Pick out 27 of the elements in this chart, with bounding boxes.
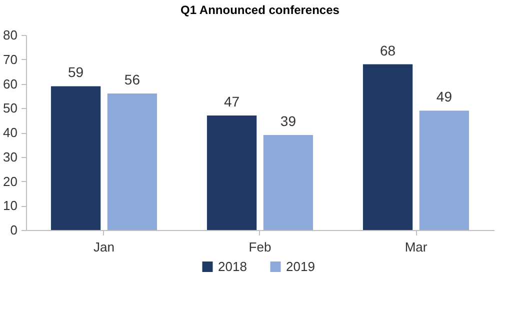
y-tick-label: 60 [3,76,18,92]
y-tick-label: 70 [3,52,18,67]
y-tick-label: 40 [3,125,18,140]
y-tick-label: 30 [3,149,18,164]
data-label: 39 [280,112,296,129]
bar [50,86,101,230]
data-label: 49 [436,88,452,105]
bar [263,134,314,230]
bar [206,115,257,230]
x-tick-label: Mar [404,240,428,254]
x-tick-label: Feb [248,240,272,254]
y-tick-label: 10 [3,198,18,214]
chart-title: Q1 Announced conferences [180,3,340,17]
y-tick-label: 80 [3,28,18,42]
y-tick-label: 0 [10,222,18,238]
y-tick-label: 50 [3,100,18,116]
legend-label: 2019 [286,258,315,274]
data-label: 56 [124,72,140,88]
legend-label: 2018 [218,258,247,274]
bar [107,94,158,230]
data-label: 47 [224,93,240,110]
data-label: 68 [380,42,396,58]
bar [419,110,470,230]
x-tick-label: Jan [94,240,114,254]
data-label: 59 [68,64,84,80]
bar [362,64,413,230]
y-tick-label: 20 [3,174,18,189]
